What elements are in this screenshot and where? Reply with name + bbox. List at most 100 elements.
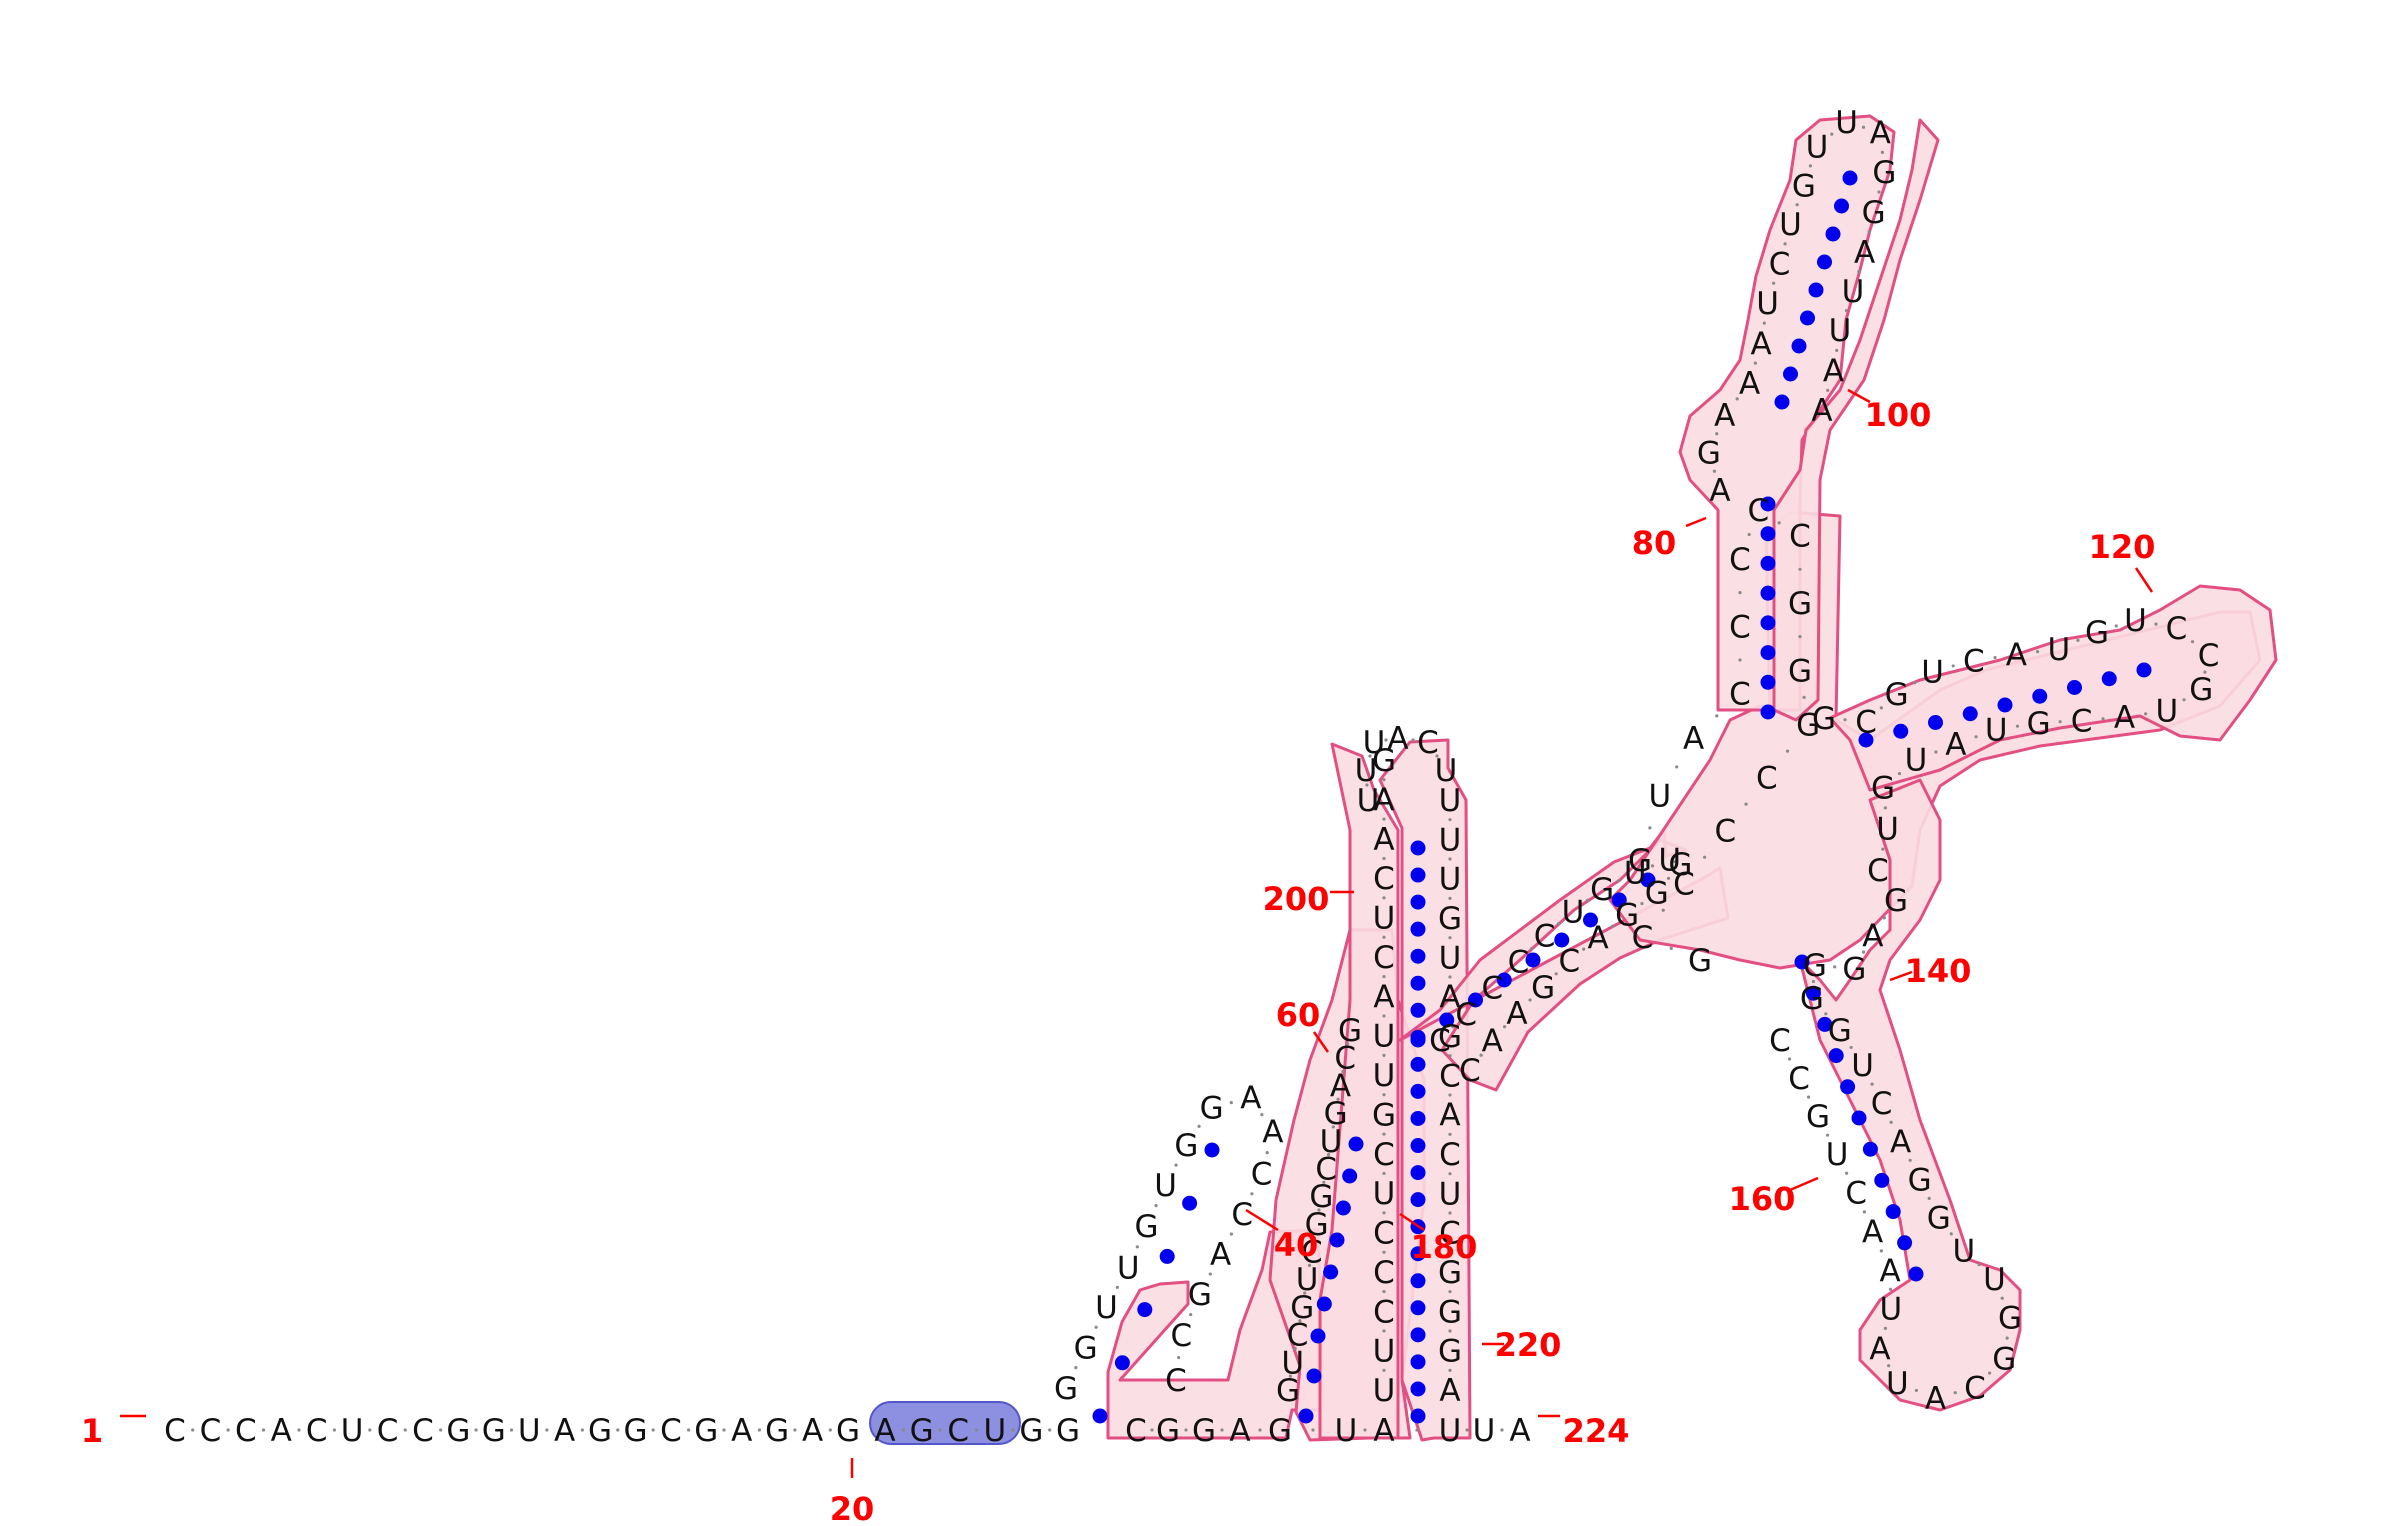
backbone-tick [1184, 1428, 1188, 1432]
upper-loop-nt: A [1870, 116, 1891, 152]
backbone-tick [1326, 1153, 1331, 1157]
right-arm-nt: C [2166, 611, 2188, 647]
lower-arm-nt: G [1828, 1013, 1852, 1049]
backbone-tick [1363, 1428, 1367, 1432]
backbone-tick [1669, 946, 1673, 950]
right-arm-nt: G [1885, 677, 1909, 713]
tall-hairpin-loop-nt: U [1435, 753, 1458, 789]
position-leader-line [1789, 1176, 1819, 1192]
upper-stem-nt: C [1756, 761, 1778, 797]
backbone-tick [1528, 998, 1532, 1002]
helix-vertical-center-nt: C [1373, 1137, 1395, 1173]
backbone-tick [1448, 1290, 1452, 1294]
backbone-tick [1346, 1042, 1350, 1046]
backbone-tick [1411, 738, 1415, 742]
backbone-tick [1811, 979, 1816, 984]
pair-dot-tall-helix [1410, 948, 1426, 964]
pair-dot-lower-arm [1897, 1235, 1913, 1251]
backbone-tick [1949, 1232, 1953, 1236]
helix-vertical-center-nt: C [1373, 1294, 1395, 1330]
left-hairpin-nt: U [1117, 1251, 1140, 1287]
helix-vertical-left-nt: C [1334, 1041, 1356, 1077]
right-arm-nt: C [1867, 853, 1889, 889]
backbone-tick [1260, 1113, 1264, 1117]
pair-dot-tall-helix [1410, 1408, 1426, 1424]
helix-outline-tall-left [1318, 742, 1400, 1440]
helix-vertical-center-nt: A [1373, 822, 1394, 858]
helix-vertical-center-nt: C [1373, 1255, 1395, 1291]
backbone-tick [1365, 783, 1369, 787]
left-hairpin-nt: G [1174, 1128, 1198, 1164]
upper-loop-nt: U [1806, 129, 1829, 165]
helix-vertical-right-nt: C [1439, 1137, 1461, 1173]
diagonal-stem-nt: C [1558, 944, 1580, 980]
backbone-tick [1715, 714, 1719, 718]
right-arm-nt: C [2198, 638, 2220, 674]
backbone-tick [1883, 806, 1887, 810]
five-prime-tail-nt: A [271, 1413, 292, 1449]
diagonal-stem-nt: G [1645, 875, 1669, 911]
backbone-tick [1382, 1171, 1386, 1176]
backbone-tick [1747, 532, 1751, 537]
position-label-80: 80 [1632, 524, 1677, 562]
pair-dot-diagonal [1439, 1012, 1455, 1028]
backbone-tick [2154, 622, 2158, 626]
pair-dot-lower-arm [1862, 1141, 1878, 1157]
backbone-tick [1844, 309, 1849, 313]
pair-dot-upper-loop [1791, 338, 1807, 354]
backbone-tick [1880, 150, 1884, 154]
lower-arm-nt: U [1851, 1048, 1874, 1084]
upper-stem-nt: C [1632, 920, 1654, 956]
helix-vertical-left-nt: C [1287, 1318, 1309, 1354]
upper-loop-nt: A [1854, 235, 1875, 271]
backbone-tick [1897, 771, 1902, 776]
position-label-160: 160 [1729, 1180, 1796, 1218]
tall-hairpin-loop-nt: A [1387, 721, 1408, 757]
backbone-tick [545, 1428, 549, 1432]
backbone-tick [1448, 1368, 1452, 1372]
backbone-tick [1887, 1364, 1891, 1368]
linker-nt: G [910, 1413, 934, 1449]
pair-dot-tall-helix [1410, 1273, 1426, 1289]
backbone-tick [1312, 1236, 1316, 1240]
right-arm-nt: U [2047, 632, 2070, 668]
five-prime-tail-nt: U [518, 1413, 541, 1449]
backbone-tick [1806, 1095, 1811, 1099]
helix-vertical-right-nt: G [1438, 901, 1462, 937]
five-prime-tail-nt: C [235, 1413, 257, 1449]
backbone-tick [1974, 735, 1978, 739]
lower-arm-nt: A [1862, 919, 1883, 955]
pair-dot-diagonal [1583, 912, 1598, 928]
backbone-tick [2000, 1296, 2004, 1300]
five-prime-tail-nt: U [341, 1413, 364, 1449]
left-hairpin-nt: G [1134, 1209, 1158, 1245]
backbone-tick [1785, 749, 1790, 753]
diagonal-stem-nt: C [1429, 1023, 1451, 1059]
backbone-tick [2114, 624, 2118, 628]
backbone-tick [1798, 567, 1802, 571]
position-label-1: 1 [81, 1412, 103, 1450]
upper-stem-nt: G [1788, 586, 1812, 622]
pair-dot [1298, 1408, 1314, 1424]
lower-arm-nt: U [1983, 1262, 2006, 1298]
backbone-tick [1336, 1097, 1340, 1101]
upper-stem-nt: C [1729, 677, 1751, 713]
helix-vertical-left-nt: C [1315, 1151, 1337, 1187]
lower-arm-nt: G [1806, 1099, 1830, 1135]
left-hairpin-nt: C [1251, 1156, 1273, 1192]
upper-stem-nt: U [1648, 779, 1671, 815]
backbone-tick [1479, 1053, 1483, 1057]
five-prime-tail-nt: C [412, 1413, 434, 1449]
backbone-tick [2203, 670, 2207, 674]
backbone-tick [1927, 1196, 1931, 1200]
backbone-tick [1953, 1391, 1957, 1395]
linker-nt: G [1019, 1413, 1043, 1449]
pair-dot-stem [1348, 1136, 1364, 1152]
pair-dot-stem [1316, 1296, 1332, 1312]
pair-dot-diagonal [1554, 932, 1570, 948]
pair-dot-lower-arm [1885, 1204, 1901, 1220]
pair-dot-left-hairpin [1114, 1355, 1130, 1371]
position-leader-line [2134, 567, 2154, 593]
lower-arm-nt: G [1927, 1200, 1951, 1236]
